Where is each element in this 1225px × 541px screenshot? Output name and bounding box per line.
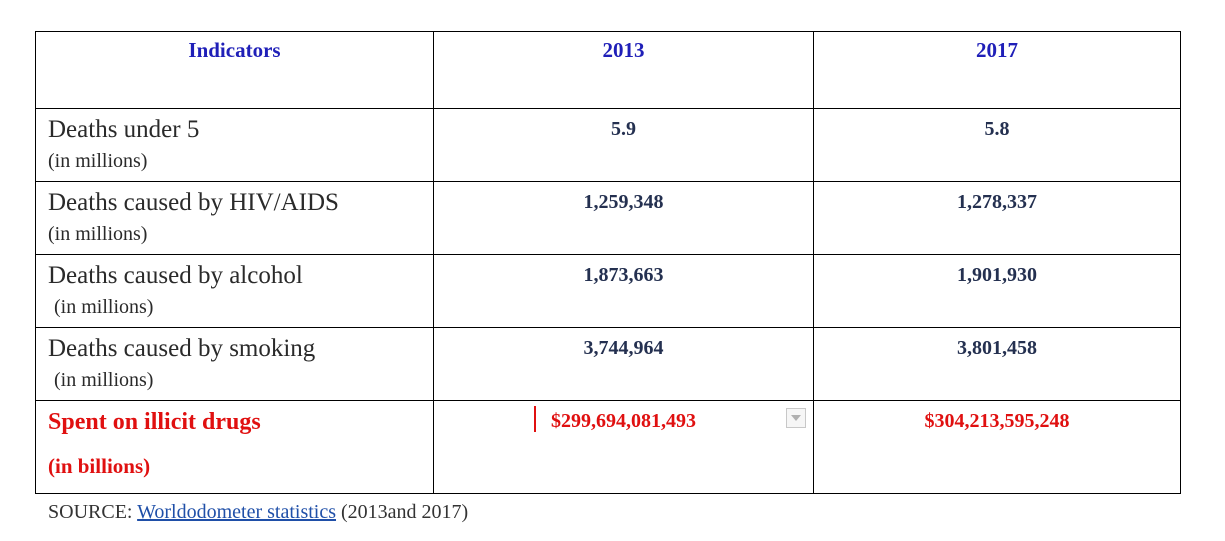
row-unit: (in millions)	[54, 296, 154, 318]
table-row: Deaths under 5 (in millions) 5.9 5.8	[35, 108, 1181, 182]
cell-2013: 1,873,663	[433, 254, 814, 328]
source-note: SOURCE: Worldodometer statistics (2013an…	[48, 501, 468, 524]
source-prefix: SOURCE:	[48, 501, 138, 523]
value-2017: 5.8	[984, 118, 1010, 140]
value-2017: 3,801,458	[957, 337, 1037, 359]
row-unit: (in millions)	[48, 150, 148, 172]
table-row: Spent on illicit drugs (in billions) $29…	[35, 400, 1181, 494]
row-label: Deaths caused by alcohol	[48, 262, 303, 289]
row-label: Spent on illicit drugs	[48, 409, 261, 435]
source-suffix: (2013and 2017)	[336, 501, 469, 523]
table-header-row: Indicators 2013 2017	[35, 31, 1181, 109]
value-2017: $304,213,595,248	[924, 410, 1070, 432]
value-2013: $299,694,081,493	[551, 410, 696, 432]
table-row: Deaths caused by smoking (in millions) 3…	[35, 327, 1181, 401]
text-cursor	[534, 406, 536, 432]
header-2013: 2013	[433, 31, 814, 109]
table-row: Deaths caused by HIV/AIDS (in millions) …	[35, 181, 1181, 255]
table-row: Deaths caused by alcohol (in millions) 1…	[35, 254, 1181, 328]
cell-2013: 1,259,348	[433, 181, 814, 255]
value-2017: 1,901,930	[957, 264, 1037, 286]
cell-2013[interactable]: $299,694,081,493	[433, 400, 814, 494]
value-2013: 1,259,348	[583, 191, 664, 213]
chevron-down-icon[interactable]	[786, 408, 806, 428]
row-label: Deaths under 5	[48, 116, 200, 143]
row-unit: (in millions)	[54, 369, 154, 391]
cell-2017: 3,801,458	[813, 327, 1181, 401]
value-2013: 1,873,663	[583, 264, 664, 286]
row-unit: (in millions)	[48, 223, 148, 245]
header-2017: 2017	[813, 31, 1181, 109]
value-2013: 5.9	[611, 118, 636, 140]
source-link[interactable]: Worldodometer statistics	[137, 501, 337, 523]
header-indicators: Indicators	[35, 31, 434, 109]
value-2017: 1,278,337	[957, 191, 1037, 213]
row-label: Deaths caused by smoking	[48, 335, 316, 362]
row-label-cell: Deaths caused by alcohol (in millions)	[35, 254, 434, 328]
cell-2017: 1,278,337	[813, 181, 1181, 255]
row-label-cell: Deaths caused by HIV/AIDS (in millions)	[35, 181, 434, 255]
value-2013: 3,744,964	[583, 337, 664, 359]
row-unit: (in billions)	[48, 454, 151, 478]
cell-2013: 5.9	[433, 108, 814, 182]
cell-2013: 3,744,964	[433, 327, 814, 401]
cell-2017: 1,901,930	[813, 254, 1181, 328]
row-label-cell: Spent on illicit drugs (in billions)	[35, 400, 434, 494]
indicators-table: Indicators 2013 2017 Deaths under 5 (in …	[35, 31, 1181, 494]
row-label-cell: Deaths caused by smoking (in millions)	[35, 327, 434, 401]
cell-2017: 5.8	[813, 108, 1181, 182]
cell-2017: $304,213,595,248	[813, 400, 1181, 494]
row-label-cell: Deaths under 5 (in millions)	[35, 108, 434, 182]
row-label: Deaths caused by HIV/AIDS	[48, 189, 339, 216]
